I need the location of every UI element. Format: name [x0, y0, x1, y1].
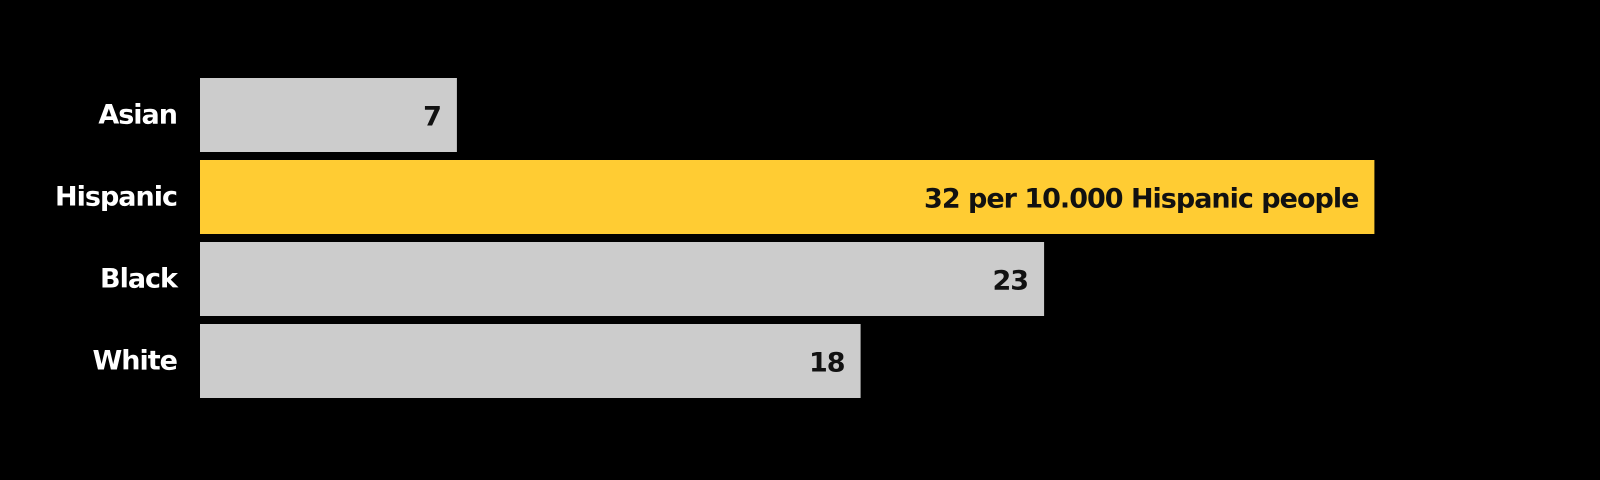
bar-hispanic [200, 160, 1375, 234]
value-label-white: 18 [809, 348, 845, 379]
bars-group [200, 78, 1375, 398]
category-label-hispanic: Hispanic [55, 182, 177, 213]
value-label-hispanic: 32 per 10.000 Hispanic people [924, 184, 1358, 215]
bar-black [200, 242, 1045, 316]
category-label-black: Black [100, 264, 179, 295]
category-label-white: White [93, 346, 177, 377]
value-label-black: 23 [993, 266, 1029, 297]
bar-asian [200, 78, 457, 152]
category-labels-group: Asian Hispanic Black White [55, 100, 180, 377]
bar-white [200, 324, 861, 398]
value-labels-group: 7 32 per 10.000 Hispanic people 23 18 [423, 102, 1359, 379]
value-label-asian: 7 [423, 102, 441, 133]
category-label-asian: Asian [98, 100, 177, 131]
